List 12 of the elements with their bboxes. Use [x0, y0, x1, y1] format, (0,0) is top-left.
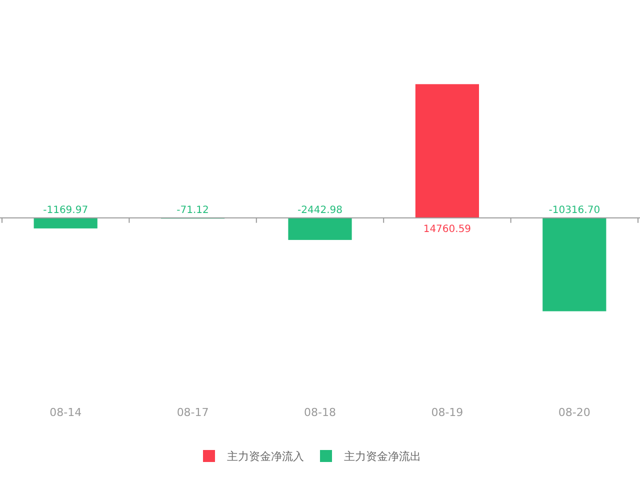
x-tick-label: 08-17 — [176, 406, 209, 419]
legend-label: 主力资金净流出 — [344, 450, 421, 463]
data-label: -71.12 — [176, 204, 209, 216]
data-label: -10316.70 — [548, 204, 600, 216]
x-tick-label: 08-20 — [558, 406, 590, 419]
x-tick-label: 08-14 — [50, 406, 82, 419]
x-tick-label: 08-18 — [304, 406, 336, 419]
legend-label: 主力资金净流入 — [227, 450, 304, 463]
data-label: -2442.98 — [298, 204, 342, 216]
x-tick-label: 08-19 — [431, 406, 464, 419]
data-label: -1169.97 — [43, 204, 88, 216]
data-label: 14760.59 — [423, 224, 472, 235]
